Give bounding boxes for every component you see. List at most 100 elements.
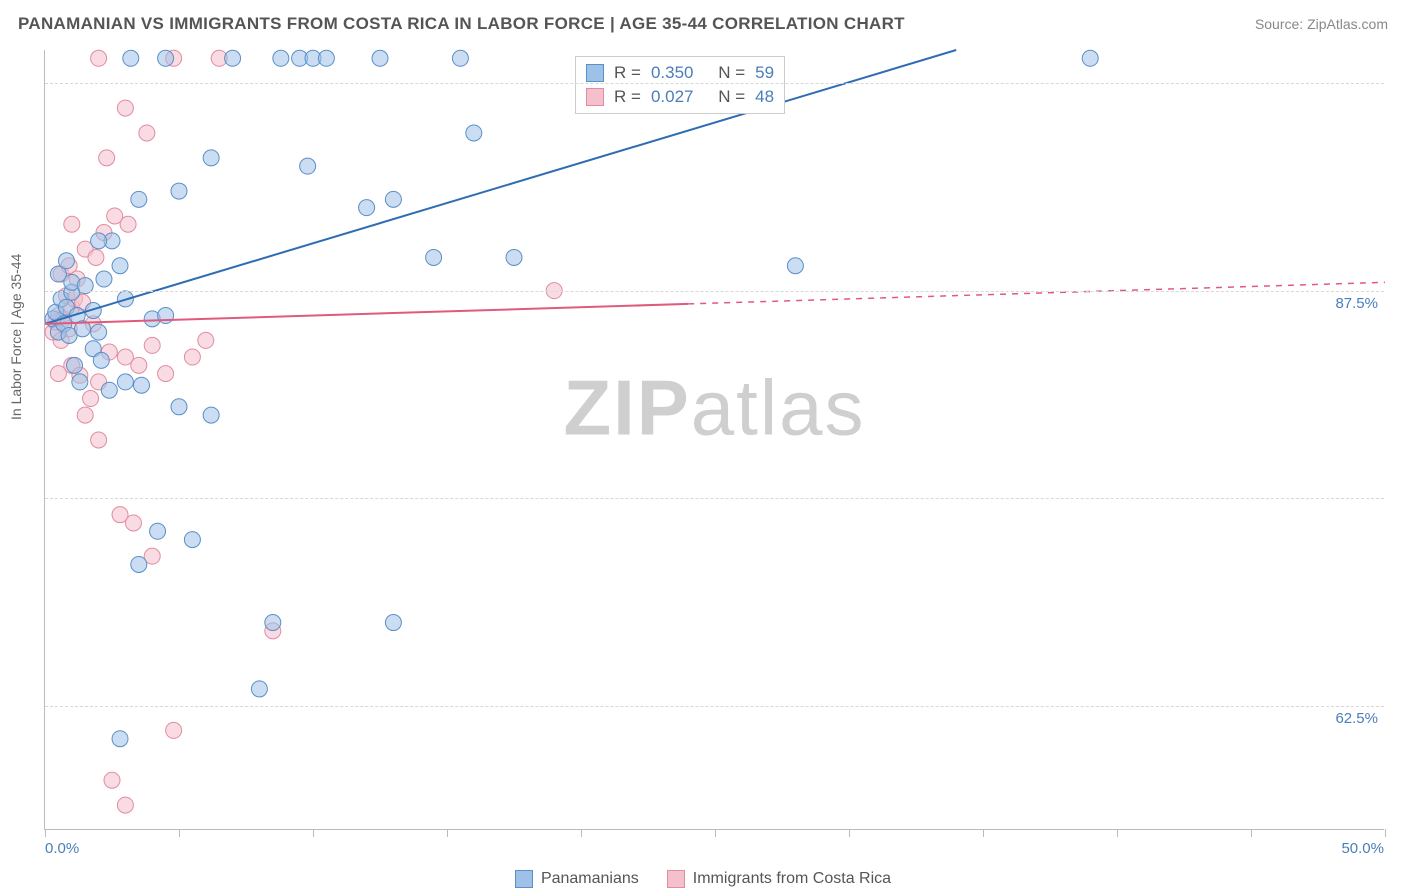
point-series1 [58, 253, 74, 269]
x-tick-label-max: 50.0% [1341, 840, 1384, 857]
point-series2 [166, 722, 182, 738]
point-series1 [91, 233, 107, 249]
point-series1 [452, 50, 468, 66]
point-series1 [265, 615, 281, 631]
n-value-2: 48 [755, 85, 774, 109]
point-series1 [203, 407, 219, 423]
point-series2 [125, 515, 141, 531]
point-series1 [158, 50, 174, 66]
source-label: Source: ZipAtlas.com [1255, 16, 1388, 32]
point-series1 [273, 50, 289, 66]
point-series1 [112, 731, 128, 747]
point-series2 [139, 125, 155, 141]
legend-label-1: Panamanians [541, 870, 639, 888]
swatch-series1-icon [586, 64, 604, 82]
point-series1 [359, 200, 375, 216]
regression-line-series2 [45, 304, 688, 324]
r-label-1: R = [614, 61, 641, 85]
point-series1 [426, 249, 442, 265]
legend-swatch-2-icon [667, 870, 685, 888]
grid-line [45, 83, 1384, 84]
point-series1 [251, 681, 267, 697]
stats-row-2: R = 0.027 N = 48 [586, 85, 774, 109]
point-series1 [133, 377, 149, 393]
point-series1 [93, 352, 109, 368]
point-series2 [198, 332, 214, 348]
point-series2 [158, 366, 174, 382]
point-series2 [117, 100, 133, 116]
point-series2 [99, 150, 115, 166]
point-series1 [184, 532, 200, 548]
point-series2 [144, 337, 160, 353]
point-series1 [131, 556, 147, 572]
point-series2 [50, 366, 66, 382]
point-series1 [112, 258, 128, 274]
n-label-1: N = [718, 61, 745, 85]
point-series2 [91, 50, 107, 66]
point-series1 [171, 399, 187, 415]
x-tick [849, 829, 850, 837]
legend-item-2: Immigrants from Costa Rica [667, 870, 891, 888]
stats-row-1: R = 0.350 N = 59 [586, 61, 774, 85]
point-series2 [64, 216, 80, 232]
y-tick-label: 87.5% [1335, 295, 1378, 312]
r-value-2: 0.027 [651, 85, 694, 109]
point-series1 [385, 615, 401, 631]
regression-line-series2-dashed [688, 282, 1385, 304]
x-tick [581, 829, 582, 837]
chart-title: PANAMANIAN VS IMMIGRANTS FROM COSTA RICA… [18, 14, 905, 34]
point-series1 [1082, 50, 1098, 66]
r-value-1: 0.350 [651, 61, 694, 85]
y-tick-label: 62.5% [1335, 710, 1378, 727]
point-series1 [150, 523, 166, 539]
point-series1 [91, 324, 107, 340]
point-series1 [506, 249, 522, 265]
swatch-series2-icon [586, 88, 604, 106]
point-series1 [117, 374, 133, 390]
x-tick [313, 829, 314, 837]
legend-item-1: Panamanians [515, 870, 639, 888]
grid-line [45, 291, 1384, 292]
point-series1 [225, 50, 241, 66]
x-tick [1385, 829, 1386, 837]
point-series1 [123, 50, 139, 66]
point-series1 [385, 191, 401, 207]
bottom-legend: Panamanians Immigrants from Costa Rica [0, 870, 1406, 888]
point-series1 [96, 271, 112, 287]
n-label-2: N = [718, 85, 745, 109]
point-series2 [83, 391, 99, 407]
x-tick [715, 829, 716, 837]
point-series2 [120, 216, 136, 232]
point-series1 [66, 357, 82, 373]
legend-label-2: Immigrants from Costa Rica [693, 870, 891, 888]
point-series1 [318, 50, 334, 66]
point-series2 [88, 249, 104, 265]
grid-line [45, 498, 1384, 499]
point-series2 [77, 407, 93, 423]
point-series2 [131, 357, 147, 373]
point-series2 [117, 797, 133, 813]
point-series1 [300, 158, 316, 174]
n-value-1: 59 [755, 61, 774, 85]
point-series1 [171, 183, 187, 199]
y-axis-label: In Labor Force | Age 35-44 [8, 254, 24, 420]
x-tick [179, 829, 180, 837]
point-series1 [787, 258, 803, 274]
point-series2 [104, 772, 120, 788]
point-series1 [131, 191, 147, 207]
stats-box: R = 0.350 N = 59 R = 0.027 N = 48 [575, 56, 785, 114]
point-series1 [101, 382, 117, 398]
x-tick [1117, 829, 1118, 837]
x-tick [45, 829, 46, 837]
x-tick [983, 829, 984, 837]
point-series2 [91, 432, 107, 448]
point-series1 [72, 374, 88, 390]
x-tick-label-min: 0.0% [45, 840, 79, 857]
grid-line [45, 706, 1384, 707]
plot-area: ZIPatlas R = 0.350 N = 59 R = 0.027 N = … [44, 50, 1384, 830]
point-series1 [203, 150, 219, 166]
r-label-2: R = [614, 85, 641, 109]
point-series2 [184, 349, 200, 365]
chart-svg [45, 50, 1384, 829]
x-tick [447, 829, 448, 837]
